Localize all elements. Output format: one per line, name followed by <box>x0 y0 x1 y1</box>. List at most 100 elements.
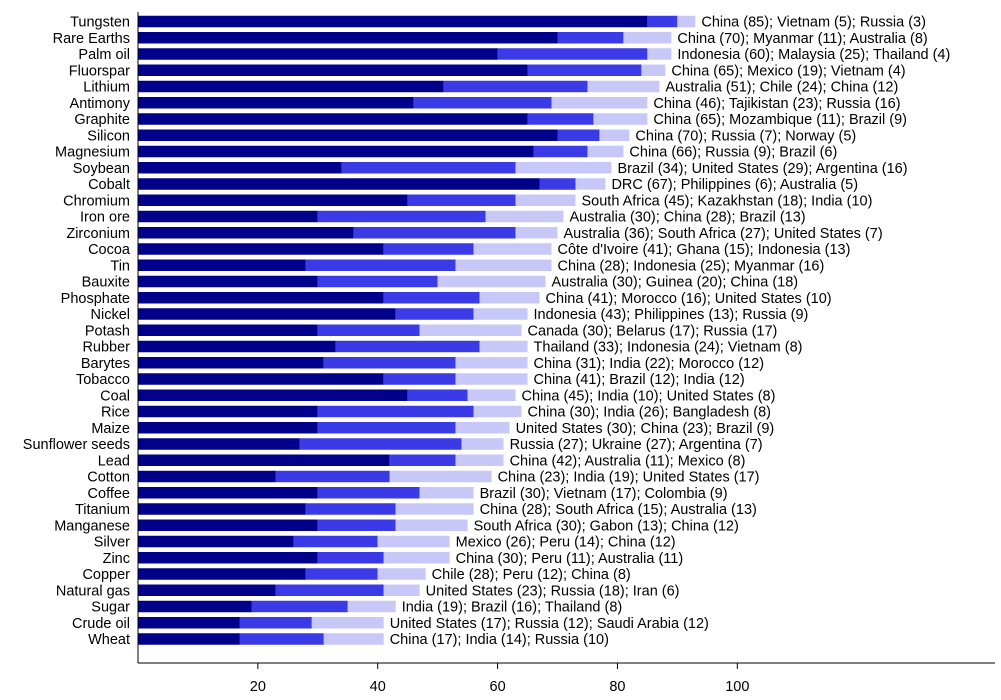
category-label: Rice <box>101 405 130 421</box>
bar-segment-1 <box>138 129 558 141</box>
bar-annotation: China (28); Indonesia (25); Myanmar (16) <box>558 258 825 274</box>
bar-segment-2 <box>353 227 516 239</box>
category-label: Phosphate <box>61 291 130 307</box>
bar-annotation: China (66); Russia (9); Brazil (6) <box>629 145 837 161</box>
category-label: Silicon <box>87 128 130 144</box>
bar-segment-2 <box>335 340 480 353</box>
bar-annotation: Indonesia (60); Malaysia (25); Thailand … <box>677 47 950 63</box>
bar-annotation: China (28); South Africa (15); Australia… <box>480 502 757 518</box>
bar-segment-3 <box>437 275 546 288</box>
x-tick-label: 60 <box>490 679 506 695</box>
annotation-labels: China (85); Vietnam (5); Russia (3) China… <box>390 15 951 649</box>
category-label: Titanium <box>75 502 130 518</box>
category-label: Cobalt <box>88 177 130 193</box>
category-label: Lithium <box>83 80 130 96</box>
bar-segment-1 <box>138 584 276 596</box>
bar-annotation: Australia (36); South Africa (27); Unite… <box>564 226 883 242</box>
bar-segment-3 <box>377 535 450 548</box>
bar-annotation: Chile (28); Peru (12); China (8) <box>432 567 631 583</box>
bar-segment-2 <box>527 113 594 125</box>
bar-segment-2 <box>533 145 588 158</box>
bar-segment-2 <box>317 405 474 418</box>
bar-segment-2 <box>383 373 456 385</box>
bar-segment-1 <box>138 389 408 401</box>
bar-segment-1 <box>138 600 252 613</box>
bar-annotation: China (42); Australia (11); Mexico (8) <box>510 453 746 469</box>
bar-segment-2 <box>527 64 642 76</box>
bar-segment-1 <box>138 178 540 190</box>
bar-annotation: China (30); India (26); Bangladesh (8) <box>528 405 771 421</box>
bar-annotation: Indonesia (43); Philippines (13); Russia… <box>534 307 809 323</box>
bar-segment-1 <box>138 80 444 93</box>
bar-segment-3 <box>587 145 624 158</box>
bar-segment-3 <box>383 584 420 596</box>
bar-segment-2 <box>323 357 456 369</box>
bar-annotation: China (65); Mexico (19); Vietnam (4) <box>671 63 905 79</box>
bar-segment-3 <box>479 340 528 353</box>
bar-annotation: China (85); Vietnam (5); Russia (3) <box>701 15 926 31</box>
bar-segment-3 <box>455 357 528 369</box>
bar-segment-1 <box>138 633 240 645</box>
category-label: Tungsten <box>70 15 130 31</box>
bar-segment-2 <box>443 80 588 93</box>
bar-segment-3 <box>389 470 492 483</box>
category-label: Zinc <box>103 551 130 567</box>
bars-layer <box>138 15 696 645</box>
category-label: Coffee <box>88 486 130 502</box>
category-label: Manganese <box>54 518 130 534</box>
bar-segment-3 <box>515 194 576 206</box>
bar-segment-1 <box>138 162 342 174</box>
bar-segment-2 <box>239 633 324 645</box>
bar-segment-1 <box>138 340 336 353</box>
bar-segment-2 <box>647 15 678 28</box>
bar-segment-1 <box>138 243 384 255</box>
bar-segment-3 <box>461 438 504 450</box>
bar-segment-2 <box>317 487 420 499</box>
bar-segment-2 <box>395 308 474 320</box>
bar-segment-3 <box>587 80 660 93</box>
category-label: Antimony <box>70 96 131 112</box>
category-label: Barytes <box>81 356 130 372</box>
bar-segment-3 <box>323 633 384 645</box>
category-label: Wheat <box>88 632 130 648</box>
bar-annotation: Mexico (26); Peru (14); China (12) <box>456 535 676 551</box>
bar-segment-1 <box>138 357 324 369</box>
bar-segment-3 <box>347 600 396 613</box>
bar-annotation: Russia (27); Ukraine (27); Argentina (7) <box>510 437 763 453</box>
category-label: Sunflower seeds <box>23 437 130 453</box>
category-label: Graphite <box>74 112 130 128</box>
category-label: Lead <box>98 453 130 469</box>
bar-segment-1 <box>138 97 414 109</box>
bar-segment-1 <box>138 275 318 288</box>
bar-segment-2 <box>539 178 576 190</box>
bar-segment-3 <box>647 48 672 60</box>
bar-segment-3 <box>455 422 510 434</box>
bar-segment-2 <box>305 568 378 580</box>
bar-segment-1 <box>138 64 528 76</box>
bar-annotation: China (30); Peru (11); Australia (11) <box>456 551 684 567</box>
bar-annotation: China (41); Brazil (12); India (12) <box>534 372 745 388</box>
bar-segment-3 <box>377 568 426 580</box>
bar-segment-2 <box>317 422 456 434</box>
bar-segment-1 <box>138 194 408 206</box>
bar-segment-1 <box>138 32 558 44</box>
bar-segment-1 <box>138 15 648 28</box>
bar-segment-2 <box>407 194 516 206</box>
bar-segment-3 <box>419 487 474 499</box>
bar-segment-3 <box>455 373 528 385</box>
bar-annotation: China (45); India (10); United States (8… <box>522 388 776 404</box>
category-label: Magnesium <box>55 145 130 161</box>
bar-annotation: China (23); India (19); United States (1… <box>498 470 760 486</box>
bar-annotation: Canada (30); Belarus (17); Russia (17) <box>528 323 778 339</box>
bar-annotation: Australia (30); China (28); Brazil (13) <box>570 210 806 226</box>
category-label: Iron ore <box>80 210 130 226</box>
category-label: Tin <box>110 258 130 274</box>
category-label: Zirconium <box>66 226 130 242</box>
category-label: Silver <box>94 535 130 551</box>
category-label: Maize <box>91 421 130 437</box>
bar-segment-3 <box>419 324 522 336</box>
bar-segment-1 <box>138 519 318 531</box>
category-label: Rubber <box>82 340 130 356</box>
bar-annotation: Brazil (34); United States (29); Argenti… <box>617 161 907 177</box>
